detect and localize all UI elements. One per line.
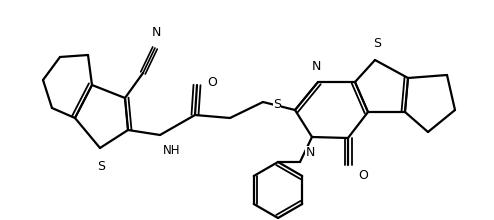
Text: S: S	[273, 97, 281, 110]
Text: O: O	[358, 169, 368, 182]
Text: N: N	[305, 146, 315, 159]
Text: NH: NH	[163, 144, 180, 157]
Text: S: S	[97, 160, 105, 173]
Text: O: O	[207, 75, 217, 88]
Text: N: N	[151, 26, 161, 39]
Text: S: S	[373, 37, 381, 50]
Text: N: N	[311, 60, 321, 73]
